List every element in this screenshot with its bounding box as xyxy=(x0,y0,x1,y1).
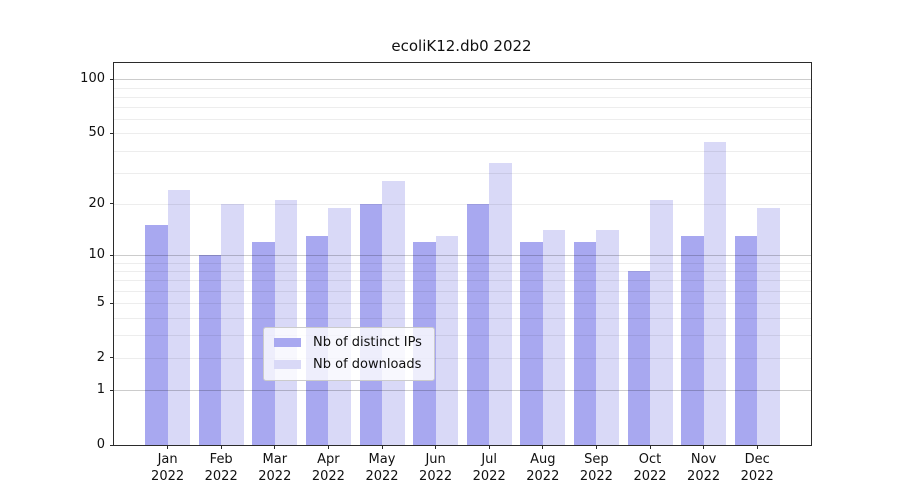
y-tick-label: 100 xyxy=(80,71,105,87)
legend-swatch-downloads xyxy=(274,360,301,369)
gridline-minor xyxy=(114,87,811,89)
legend: Nb of distinct IPs Nb of downloads xyxy=(263,327,435,381)
x-tick-label: Dec 2022 xyxy=(740,452,774,485)
x-tick xyxy=(381,445,383,449)
bar-distinct-ips-nov xyxy=(681,235,704,445)
y-tick-label: 10 xyxy=(88,247,105,262)
legend-item-distinct-ips: Nb of distinct IPs xyxy=(274,335,422,350)
x-tick-label: May 2022 xyxy=(365,452,399,485)
x-tick xyxy=(703,445,705,449)
x-tick-label: Jul 2022 xyxy=(472,452,506,485)
bar-downloads-nov xyxy=(703,141,727,445)
x-tick-label: Mar 2022 xyxy=(258,452,292,485)
gridline-minor xyxy=(114,107,811,109)
x-tick-label: Sep 2022 xyxy=(579,452,613,485)
x-tick xyxy=(649,445,651,449)
x-tick-label: Jan 2022 xyxy=(151,452,185,485)
x-tick xyxy=(595,445,597,449)
x-tick xyxy=(327,445,329,449)
bar-downloads-dec xyxy=(757,207,780,445)
x-tick xyxy=(220,445,222,449)
x-tick xyxy=(435,445,437,449)
gridline-minor xyxy=(114,119,811,121)
bar-distinct-ips-aug xyxy=(520,241,543,445)
chart-title: ecoliK12.db0 2022 xyxy=(391,37,532,55)
plot-area: 0 1 2 5 10 20 50 100 Jan 2022 Feb 2022 Mar 2022 Apr… xyxy=(80,62,812,484)
x-tick xyxy=(756,445,758,449)
bar-downloads-jan xyxy=(167,189,191,445)
y-tick xyxy=(110,78,114,80)
bar-distinct-ips-jul xyxy=(466,203,490,445)
y-tick-label: 50 xyxy=(88,125,105,141)
bar-downloads-may xyxy=(382,180,405,445)
legend-item-downloads: Nb of downloads xyxy=(274,357,422,372)
x-tick xyxy=(274,445,276,449)
bar-downloads-feb xyxy=(221,203,244,445)
gridline-minor xyxy=(114,133,811,135)
bar-downloads-oct xyxy=(650,200,673,445)
x-tick xyxy=(167,445,169,449)
y-tick xyxy=(110,389,114,391)
y-tick xyxy=(110,254,114,256)
legend-swatch-distinct-ips xyxy=(274,338,301,347)
legend-label: Nb of distinct IPs xyxy=(313,335,422,350)
bar-distinct-ips-jan xyxy=(145,225,168,445)
bar-downloads-sep xyxy=(596,230,619,445)
y-tick-label: 0 xyxy=(96,437,105,452)
y-tick-label: 2 xyxy=(96,349,105,365)
bar-distinct-ips-may xyxy=(359,203,382,445)
bar-downloads-aug xyxy=(542,230,566,445)
legend-label: Nb of downloads xyxy=(313,357,422,372)
gridline-major xyxy=(114,79,811,81)
bar-distinct-ips-oct xyxy=(627,270,650,445)
bar-distinct-ips-dec xyxy=(734,235,758,445)
y-tick-label: 5 xyxy=(96,295,105,310)
y-tick xyxy=(110,444,114,446)
y-tick-label: 1 xyxy=(96,382,105,398)
x-tick-label: Aug 2022 xyxy=(526,452,560,485)
bar-downloads-mar xyxy=(274,200,298,445)
y-tick xyxy=(110,357,114,359)
y-tick xyxy=(110,132,114,134)
x-tick-label: Oct 2022 xyxy=(633,452,667,485)
x-tick xyxy=(488,445,490,449)
bar-distinct-ips-feb xyxy=(198,255,222,445)
x-tick-label: Apr 2022 xyxy=(311,452,345,485)
y-tick xyxy=(110,203,114,205)
bar-downloads-jun xyxy=(435,235,459,445)
x-tick xyxy=(542,445,544,449)
bar-downloads-apr xyxy=(328,207,351,445)
y-tick xyxy=(110,302,114,304)
gridline-minor xyxy=(114,96,811,98)
bar-distinct-ips-sep xyxy=(573,241,597,445)
bar-downloads-jul xyxy=(489,163,512,445)
y-tick-label: 20 xyxy=(88,195,105,211)
x-tick-label: Nov 2022 xyxy=(687,452,721,485)
x-tick-label: Jun 2022 xyxy=(419,452,453,485)
x-tick-label: Feb 2022 xyxy=(204,452,238,485)
